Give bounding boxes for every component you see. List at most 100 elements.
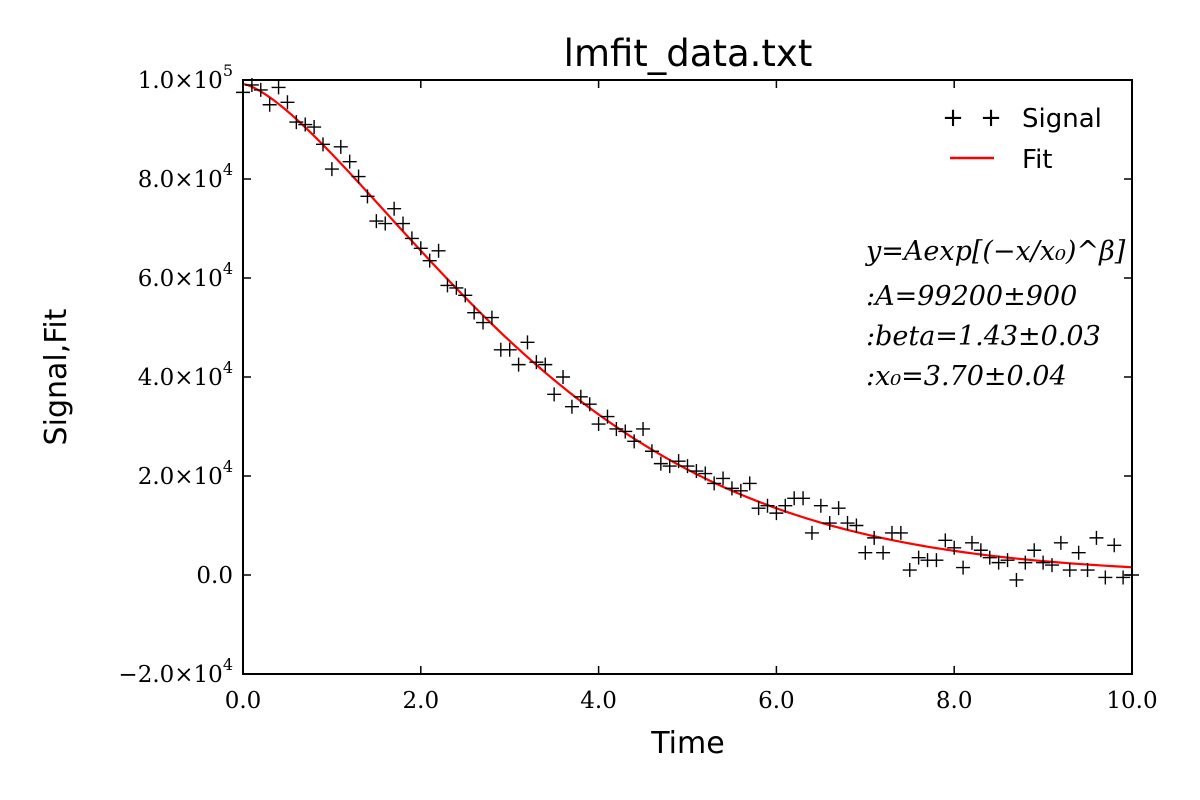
signal-point <box>1027 543 1042 558</box>
signal-point <box>1080 563 1095 578</box>
y-tick-label: 4.0×104 <box>138 358 233 391</box>
signal-point <box>724 481 739 496</box>
signal-point <box>849 518 864 533</box>
signal-point <box>1009 572 1024 587</box>
signal-point <box>644 444 659 459</box>
signal-point <box>1062 563 1077 578</box>
signal-point <box>867 530 882 545</box>
signal-point <box>271 80 286 95</box>
signal-point <box>902 563 917 578</box>
legend: + + Signal Fit <box>942 103 1102 175</box>
plot-frame <box>242 79 1133 675</box>
signal-point <box>360 189 375 204</box>
annotation-x0: :x₀=3.70±0.04 <box>866 361 1067 392</box>
signal-point <box>351 169 366 184</box>
signal-point <box>653 456 668 471</box>
signal-point <box>502 342 517 357</box>
signal-point <box>742 476 757 491</box>
x-tick-label: 10.0 <box>1106 688 1157 714</box>
x-tick-label: 6.0 <box>758 688 795 714</box>
signal-point <box>991 555 1006 570</box>
signal-point <box>529 355 544 370</box>
signal-point <box>476 315 491 330</box>
x-tick-label: 2.0 <box>403 688 440 714</box>
signal-point <box>618 424 633 439</box>
signal-point <box>1036 555 1051 570</box>
signal-point <box>671 454 686 469</box>
signal-point <box>858 545 873 560</box>
y-tick-label: 8.0×104 <box>138 160 233 193</box>
signal-point <box>298 117 313 132</box>
signal-point <box>538 357 553 372</box>
signal-point <box>440 278 455 293</box>
signal-point <box>600 409 615 424</box>
signal-point <box>422 253 437 268</box>
x-axis-label: Time <box>650 726 724 761</box>
signal-point <box>1000 553 1015 568</box>
signal-point <box>582 397 597 412</box>
signal-point <box>796 491 811 506</box>
legend-label-signal: Signal <box>1022 104 1102 134</box>
signal-point <box>253 82 268 97</box>
signal-point <box>751 501 766 516</box>
signal-point <box>1107 538 1122 553</box>
y-tick-label: 1.0×105 <box>138 61 233 94</box>
signal-point <box>1116 570 1131 585</box>
y-tick-label: 6.0×104 <box>138 259 233 292</box>
signal-point <box>591 417 606 432</box>
signal-point <box>680 459 695 474</box>
signal-point <box>484 310 499 325</box>
signal-point <box>262 97 277 112</box>
signal-point <box>449 280 464 295</box>
signal-point <box>458 288 473 303</box>
signal-point <box>956 560 971 575</box>
y-tick-label: 2.0×104 <box>138 457 233 490</box>
signal-point <box>911 550 926 565</box>
signal-point <box>876 545 891 560</box>
signal-point <box>573 389 588 404</box>
signal-point <box>1098 570 1113 585</box>
signal-point <box>1053 535 1068 550</box>
signal-point <box>760 498 775 513</box>
signal-point <box>929 553 944 568</box>
signal-point <box>698 466 713 481</box>
annotation-amplitude: :A=99200±900 <box>866 281 1077 312</box>
signal-point <box>662 459 677 474</box>
signal-point <box>982 550 997 565</box>
plot-area: 0.0 2.0 4.0 6.0 8.0 10.0 −2.0×1040.02.0×1044.… <box>118 61 1157 714</box>
signal-point <box>769 506 784 521</box>
signal-point <box>733 483 748 498</box>
x-tick-label: 4.0 <box>580 688 617 714</box>
fit-annotation: y=Aexp[(−x/x₀)^β] :A=99200±900 :beta=1.4… <box>865 236 1126 392</box>
signal-point <box>813 498 828 513</box>
signal-point <box>564 399 579 414</box>
signal-point <box>707 476 722 491</box>
signal-point <box>609 421 624 436</box>
signal-point <box>1089 530 1104 545</box>
x-tick-labels: 0.0 2.0 4.0 6.0 8.0 10.0 <box>225 688 1158 714</box>
annotation-beta: :beta=1.43±0.03 <box>866 321 1101 352</box>
legend-marker-signal-2: + <box>980 103 1002 133</box>
y-axis-label: Signal,Fit <box>39 308 74 445</box>
signal-point <box>938 533 953 548</box>
signal-point <box>511 357 526 372</box>
signal-point <box>716 471 731 486</box>
signal-point <box>369 214 384 229</box>
signal-point <box>893 525 908 540</box>
annotation-equation: y=Aexp[(−x/x₀)^β] <box>865 236 1126 267</box>
x-tick-label: 8.0 <box>936 688 973 714</box>
signal-point <box>778 498 793 513</box>
signal-point <box>973 543 988 558</box>
signal-point <box>822 516 837 531</box>
signal-point <box>316 137 331 152</box>
signal-point <box>387 201 402 216</box>
signal-point <box>547 387 562 402</box>
signal-point <box>1018 555 1033 570</box>
y-tick-label: −2.0×104 <box>118 655 233 688</box>
signal-point <box>636 421 651 436</box>
signal-point <box>804 525 819 540</box>
signal-point <box>840 516 855 531</box>
signal-point <box>831 501 846 516</box>
signal-point <box>413 241 428 256</box>
